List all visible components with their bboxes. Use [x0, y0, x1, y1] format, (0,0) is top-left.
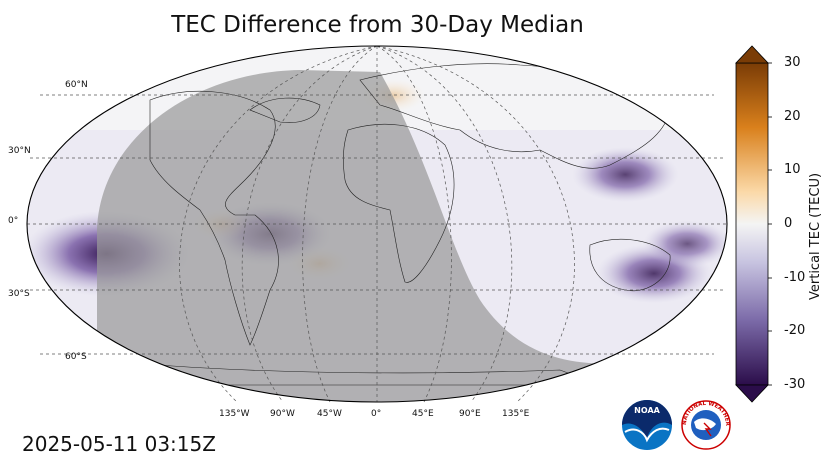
- graticule: [27, 45, 727, 403]
- lon-label: 45°W: [317, 409, 342, 419]
- africa-outline: [343, 123, 455, 283]
- lat-label: 30°S: [8, 289, 30, 299]
- lon-label: 90°W: [270, 409, 295, 419]
- colorbar-tick-label: 10: [784, 162, 801, 177]
- colorbar-tick-label: -10: [784, 270, 806, 285]
- lon-label: 45°E: [412, 409, 434, 419]
- lat-label: 30°N: [8, 146, 31, 156]
- antarctica-outline: [139, 364, 601, 386]
- eurasia-outline: [359, 63, 671, 169]
- night-shade: [97, 70, 640, 402]
- colorbar-title: Vertical TEC (TECU): [808, 172, 823, 300]
- timestamp: 2025-05-11 03:15Z: [22, 432, 216, 456]
- lat-label: 60°N: [65, 80, 88, 90]
- map-border: [26, 45, 728, 403]
- australia-outline: [589, 239, 671, 292]
- noaa-logo-text: NOAA: [634, 406, 660, 415]
- greenland-outline: [249, 97, 321, 123]
- colorbar: [735, 62, 769, 386]
- colorbar-tick-label: 20: [784, 109, 801, 124]
- lat-label: 60°S: [65, 352, 87, 362]
- colorbar-tick-label: 30: [784, 55, 801, 70]
- lon-label: 135°E: [502, 409, 530, 419]
- negative-anomaly: [572, 146, 679, 203]
- colorbar-min-arrow: [735, 384, 769, 403]
- noaa-logo: NOAA: [622, 400, 672, 450]
- chart-title: TEC Difference from 30-Day Median: [171, 12, 584, 38]
- colorbar-tick-label: -20: [784, 323, 806, 338]
- nws-logo: NATIONAL WEATHER SERVICE: [680, 398, 731, 450]
- colorbar-tick-label: -30: [784, 377, 806, 392]
- lon-label: 90°E: [459, 409, 481, 419]
- colorbar-tick-label: 0: [784, 216, 793, 231]
- lon-label: 135°W: [219, 409, 250, 419]
- colorbar-ticks: [768, 62, 772, 386]
- lon-label: 0°: [371, 409, 382, 419]
- negative-anomaly: [642, 220, 727, 267]
- colorbar-max-arrow: [735, 45, 769, 64]
- lat-label: 0°: [8, 216, 19, 226]
